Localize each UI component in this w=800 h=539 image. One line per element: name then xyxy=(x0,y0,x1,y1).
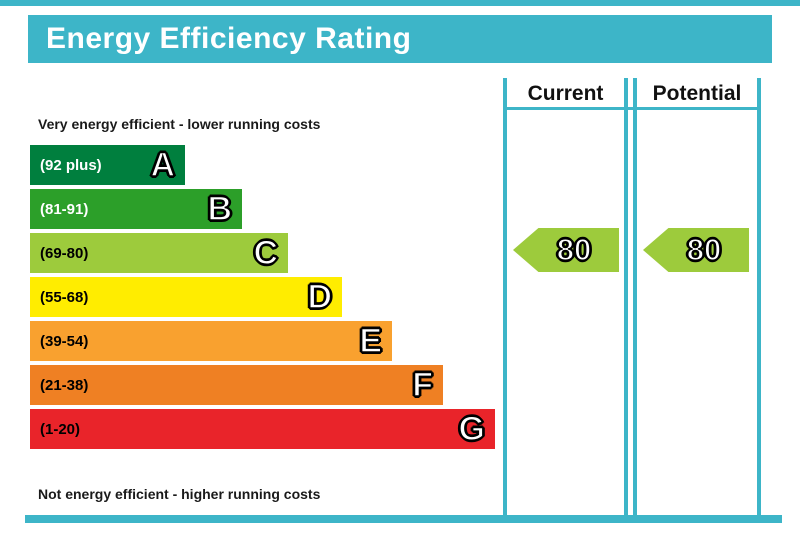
band-f-letter: F xyxy=(411,365,433,405)
band-a-range-label: (92 plus) xyxy=(40,156,102,174)
potential-rating-arrow: 80 xyxy=(643,228,749,272)
current-column-left-line xyxy=(503,78,507,516)
current-column-right-line xyxy=(624,78,628,516)
band-b-letter: B xyxy=(207,189,233,229)
potential-rating-value: 80 xyxy=(686,231,722,268)
band-g: (1-20) G xyxy=(30,409,495,449)
current-rating-value: 80 xyxy=(556,231,592,268)
bottom-divider xyxy=(25,515,782,523)
band-e-letter: E xyxy=(359,321,383,361)
current-column-header: Current xyxy=(527,82,604,105)
band-b-range-label: (81-91) xyxy=(40,200,89,218)
band-c-range-label: (69-80) xyxy=(40,244,89,262)
band-d: (55-68) D xyxy=(30,277,342,317)
band-e-range-label: (39-54) xyxy=(40,332,89,350)
band-c-letter: C xyxy=(253,233,279,273)
band-d-range-label: (55-68) xyxy=(40,288,89,306)
band-a-letter: A xyxy=(150,145,176,185)
page-title: Energy Efficiency Rating xyxy=(46,22,412,55)
top-note: Very energy efficient - lower running co… xyxy=(38,116,321,132)
band-g-letter: G xyxy=(458,409,486,449)
band-e: (39-54) E xyxy=(30,321,392,361)
top-divider xyxy=(0,0,800,6)
band-f: (21-38) F xyxy=(30,365,443,405)
potential-column-header: Potential xyxy=(652,82,742,105)
bottom-note: Not energy efficient - higher running co… xyxy=(38,486,321,502)
potential-column-left-line xyxy=(633,78,637,516)
band-g-range-label: (1-20) xyxy=(40,420,81,438)
potential-column-right-line xyxy=(757,78,761,516)
rating-bands: (92 plus) A (81-91) B (69-80) C (55-68) … xyxy=(30,145,495,453)
band-c: (69-80) C xyxy=(30,233,288,273)
current-rating-arrow: 80 xyxy=(513,228,619,272)
band-d-letter: D xyxy=(307,277,333,317)
band-f-range-label: (21-38) xyxy=(40,376,89,394)
band-b: (81-91) B xyxy=(30,189,242,229)
column-header-underline xyxy=(503,107,761,110)
band-a: (92 plus) A xyxy=(30,145,185,185)
title-bar: Energy Efficiency Rating xyxy=(28,15,772,63)
